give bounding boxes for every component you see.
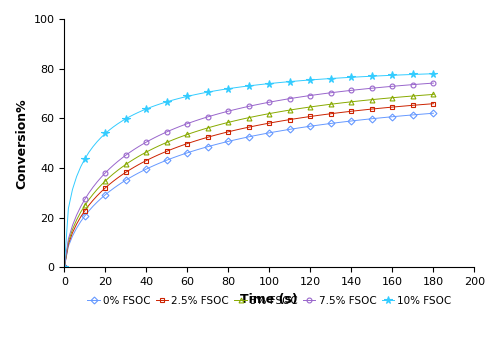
- 10% FSOC: [106, 128, 112, 132]
- 0% FSOC: [422, 112, 428, 116]
- 7.5% FSOC: [106, 167, 112, 171]
- 7.5% FSOC: [373, 86, 379, 90]
- 5% FSOC: [62, 265, 68, 269]
- 2.5% FSOC: [373, 107, 379, 111]
- 7.5% FSOC: [422, 81, 428, 86]
- 10% FSOC: [148, 105, 154, 109]
- 5% FSOC: [148, 148, 154, 152]
- 2.5% FSOC: [62, 265, 68, 269]
- 5% FSOC: [418, 93, 424, 97]
- 2.5% FSOC: [148, 156, 154, 161]
- Line: 10% FSOC: 10% FSOC: [60, 70, 437, 271]
- Line: 7.5% FSOC: 7.5% FSOC: [62, 81, 436, 270]
- 2.5% FSOC: [106, 182, 112, 187]
- 5% FSOC: [422, 93, 428, 97]
- Line: 0% FSOC: 0% FSOC: [62, 111, 436, 270]
- 10% FSOC: [62, 265, 68, 269]
- 2.5% FSOC: [156, 153, 162, 157]
- 10% FSOC: [418, 72, 424, 76]
- 5% FSOC: [156, 144, 162, 148]
- 7.5% FSOC: [156, 133, 162, 138]
- Line: 5% FSOC: 5% FSOC: [62, 92, 436, 270]
- 0% FSOC: [106, 189, 112, 194]
- X-axis label: Time (s): Time (s): [240, 293, 298, 306]
- 2.5% FSOC: [430, 102, 436, 106]
- 5% FSOC: [430, 92, 436, 97]
- 5% FSOC: [373, 97, 379, 101]
- Legend: 0% FSOC, 2.5% FSOC, 5% FSOC, 7.5% FSOC, 10% FSOC: 0% FSOC, 2.5% FSOC, 5% FSOC, 7.5% FSOC, …: [84, 292, 454, 309]
- 5% FSOC: [106, 175, 112, 179]
- 10% FSOC: [430, 72, 436, 76]
- 0% FSOC: [418, 112, 424, 116]
- Y-axis label: Conversion%: Conversion%: [15, 98, 28, 189]
- 7.5% FSOC: [430, 81, 436, 85]
- 0% FSOC: [373, 116, 379, 120]
- Line: 2.5% FSOC: 2.5% FSOC: [62, 101, 436, 270]
- 0% FSOC: [430, 111, 436, 115]
- 7.5% FSOC: [148, 138, 154, 142]
- 2.5% FSOC: [418, 103, 424, 107]
- 7.5% FSOC: [62, 265, 68, 269]
- 2.5% FSOC: [422, 102, 428, 107]
- 0% FSOC: [62, 265, 68, 269]
- 7.5% FSOC: [418, 82, 424, 86]
- 10% FSOC: [422, 72, 428, 76]
- 10% FSOC: [156, 102, 162, 107]
- 0% FSOC: [156, 161, 162, 166]
- 10% FSOC: [373, 74, 379, 78]
- 0% FSOC: [148, 165, 154, 169]
